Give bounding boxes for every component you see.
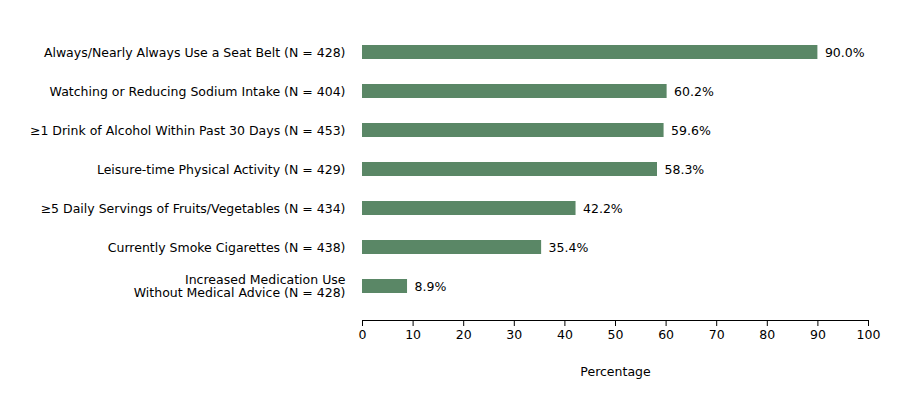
svg-text:35.4%: 35.4% [549, 240, 589, 255]
svg-text:42.2%: 42.2% [583, 201, 623, 216]
svg-text:80: 80 [759, 327, 775, 342]
svg-text:10: 10 [405, 327, 421, 342]
svg-text:0: 0 [359, 327, 367, 342]
svg-text:≥5 Daily Servings of Fruits/Ve: ≥5 Daily Servings of Fruits/Vegetables (… [41, 201, 346, 216]
svg-text:70: 70 [709, 327, 725, 342]
svg-text:60: 60 [658, 327, 674, 342]
svg-text:90: 90 [810, 327, 826, 342]
svg-text:59.6%: 59.6% [671, 123, 711, 138]
svg-text:100: 100 [857, 327, 881, 342]
svg-text:20: 20 [456, 327, 472, 342]
svg-text:30: 30 [506, 327, 522, 342]
svg-text:50: 50 [608, 327, 624, 342]
svg-text:Percentage: Percentage [580, 364, 651, 379]
svg-text:60.2%: 60.2% [674, 84, 714, 99]
svg-text:58.3%: 58.3% [664, 162, 704, 177]
svg-text:90.0%: 90.0% [825, 45, 865, 60]
svg-text:Increased Medication UseWithou: Increased Medication UseWithout Medical … [134, 272, 346, 300]
svg-text:≥1 Drink of Alcohol Within Pas: ≥1 Drink of Alcohol Within Past 30 Days … [30, 123, 346, 138]
svg-text:Watching or Reducing Sodium In: Watching or Reducing Sodium Intake (N = … [50, 84, 346, 99]
svg-text:Currently Smoke Cigarettes (N: Currently Smoke Cigarettes (N = 438) [108, 240, 346, 255]
svg-text:Leisure-time Physical Activity: Leisure-time Physical Activity (N = 429) [97, 162, 346, 177]
svg-text:Always/Nearly Always Use a Sea: Always/Nearly Always Use a Seat Belt (N … [44, 45, 346, 60]
svg-text:40: 40 [557, 327, 573, 342]
svg-text:8.9%: 8.9% [415, 279, 447, 294]
